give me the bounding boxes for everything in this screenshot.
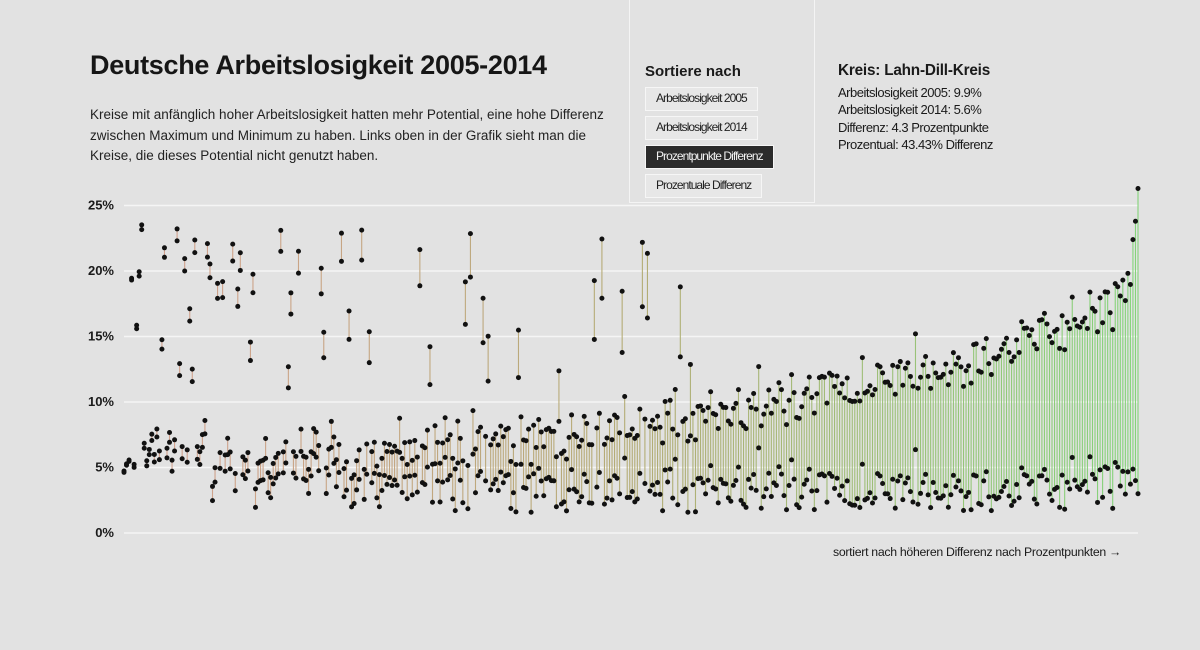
svg-text:20%: 20%: [88, 263, 114, 278]
svg-text:15%: 15%: [88, 329, 114, 344]
svg-text:10%: 10%: [88, 394, 114, 409]
svg-text:25%: 25%: [88, 198, 114, 213]
svg-text:0%: 0%: [95, 525, 114, 540]
svg-text:5%: 5%: [95, 460, 114, 475]
